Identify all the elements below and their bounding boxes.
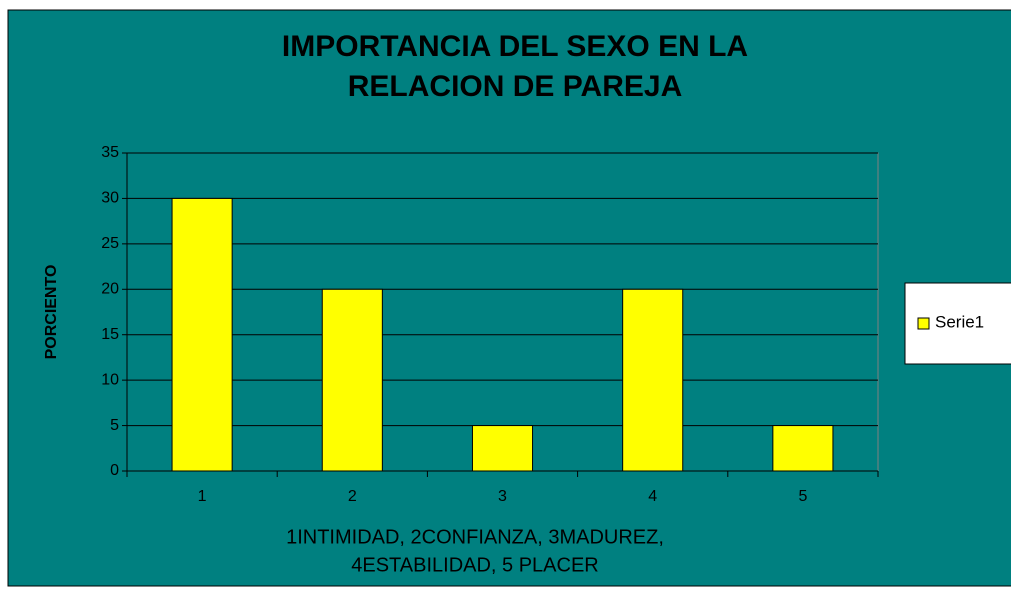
y-tick-label: 10 xyxy=(101,371,119,388)
x-tick-label: 3 xyxy=(498,488,507,505)
plot-area xyxy=(126,152,879,472)
y-axis-label: PORCIENTO xyxy=(43,265,60,360)
chart-title: RELACION DE PAREJA xyxy=(348,70,682,103)
bar xyxy=(321,288,383,472)
y-tick-label: 0 xyxy=(110,462,119,479)
chart-title: IMPORTANCIA DEL SEXO EN LA xyxy=(282,30,748,63)
bar xyxy=(772,425,834,472)
bar xyxy=(471,425,534,472)
y-tick-label: 30 xyxy=(101,190,119,207)
x-axis-label: 4ESTABILIDAD, 5 PLACER xyxy=(351,554,599,576)
y-tick-label: 25 xyxy=(101,235,119,252)
y-tick-label: 5 xyxy=(110,417,119,434)
x-tick-label: 2 xyxy=(348,488,357,505)
bar xyxy=(622,288,684,472)
x-axis-label: 1INTIMIDAD, 2CONFIANZA, 3MADUREZ, xyxy=(286,526,664,548)
y-tick-label: 15 xyxy=(101,326,119,343)
x-tick-label: 4 xyxy=(648,488,657,505)
x-tick-label: 1 xyxy=(198,488,207,505)
legend-swatch xyxy=(917,317,930,330)
y-tick-label: 20 xyxy=(101,281,119,298)
bar xyxy=(171,197,233,472)
x-tick-label: 5 xyxy=(798,488,807,505)
y-tick-label: 35 xyxy=(101,144,119,161)
legend-label: Serie1 xyxy=(935,312,984,331)
